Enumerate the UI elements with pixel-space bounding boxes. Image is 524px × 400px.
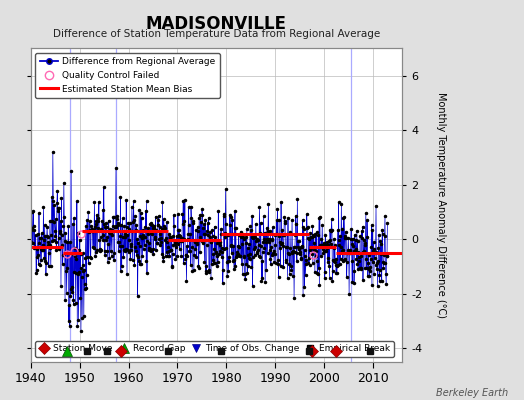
Text: Difference of Station Temperature Data from Regional Average: Difference of Station Temperature Data f… — [53, 29, 380, 39]
Y-axis label: Monthly Temperature Anomaly Difference (°C): Monthly Temperature Anomaly Difference (… — [436, 92, 446, 318]
Legend: Station Move, Record Gap, Time of Obs. Change, Empirical Break: Station Move, Record Gap, Time of Obs. C… — [35, 341, 394, 357]
Text: Berkeley Earth: Berkeley Earth — [436, 388, 508, 398]
Title: MADISONVILLE: MADISONVILLE — [146, 15, 287, 33]
